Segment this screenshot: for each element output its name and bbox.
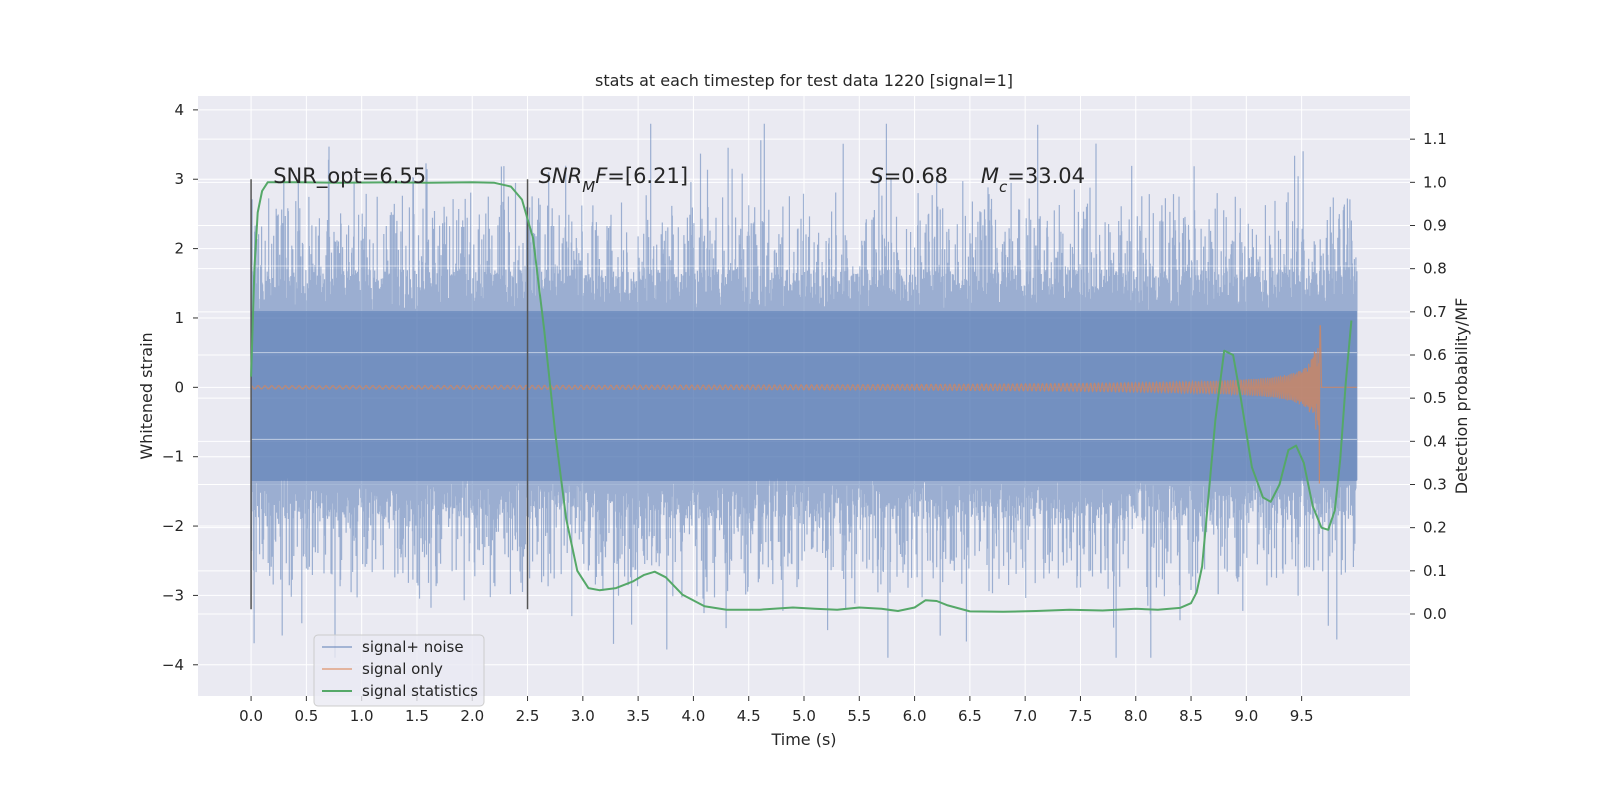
y-left-axis-ticks: 4 3 2 1 0 −1 −2 −3 −4 (162, 101, 198, 674)
y-right-tick-label-0: 1.1 (1423, 130, 1447, 148)
annotation-2: S=0.68 (870, 164, 948, 188)
legend-label-signal-only: signal only (362, 660, 443, 678)
y-left-tick-label-4: 0 (174, 378, 184, 396)
y-right-tick-label-1: 1.0 (1423, 173, 1447, 191)
x-tick-label-16: 8.0 (1124, 707, 1148, 725)
x-tick-label-18: 9.0 (1234, 707, 1258, 725)
annotation-1-part-1: M (582, 178, 595, 196)
y-right-tick-label-5: 0.6 (1423, 346, 1447, 364)
annotation-3-part-0: M (981, 164, 999, 188)
x-tick-label-2: 1.0 (350, 707, 374, 725)
x-tick-label-15: 7.5 (1069, 707, 1093, 725)
annotation-1: SNRMF=[6.21] (539, 164, 688, 196)
x-tick-label-3: 1.5 (405, 707, 429, 725)
y-right-tick-label-6: 0.5 (1423, 389, 1447, 407)
y-left-tick-label-8: −4 (162, 656, 184, 674)
annotation-2-part-1: =0.68 (884, 164, 948, 188)
x-tick-label-5: 2.5 (516, 707, 540, 725)
y-right-tick-label-10: 0.1 (1423, 562, 1447, 580)
y-right-axis-ticks: 1.1 1.0 0.9 0.8 0.7 0.6 0.5 0.4 0.3 0.2 0.1 0.0 (1410, 130, 1447, 623)
y-right-tick-label-3: 0.8 (1423, 260, 1447, 278)
x-tick-label-11: 5.5 (847, 707, 871, 725)
annotation-3-part-2: =33.04 (1007, 164, 1085, 188)
x-tick-label-4: 2.0 (460, 707, 484, 725)
y-left-tick-label-5: −1 (162, 448, 184, 466)
x-tick-label-9: 4.5 (737, 707, 761, 725)
x-tick-label-10: 5.0 (792, 707, 816, 725)
annotation-3: Mc=33.04 (981, 164, 1085, 196)
signal-noise-core (251, 311, 1357, 481)
y-left-tick-label-6: −2 (162, 517, 184, 535)
y-left-tick-label-3: 1 (174, 309, 184, 327)
y-left-tick-label-1: 3 (174, 170, 184, 188)
signal-noise-series (250, 123, 1358, 658)
legend-box (313, 634, 485, 707)
legend-label-signal-noise: signal+ noise (362, 638, 464, 656)
signal-only-series (250, 325, 1357, 484)
x-tick-label-7: 3.5 (626, 707, 650, 725)
y-right-tick-label-9: 0.2 (1423, 519, 1447, 537)
y-left-tick-label-0: 4 (174, 101, 184, 119)
annotation-2-part-0: S (870, 164, 883, 188)
vlines (250, 179, 529, 610)
x-axis-ticks: 0.0 0.5 1.0 1.5 2.0 2.5 3.0 3.5 4.0 4.5 5.0 5.5 6.0 6… (239, 696, 1314, 725)
y-right-tick-label-2: 0.9 (1423, 216, 1447, 234)
x-tick-label-13: 6.5 (958, 707, 982, 725)
y-right-tick-label-7: 0.4 (1423, 432, 1447, 450)
annotations: SNR_opt=6.55 SNRMF=[6.21] S=0.68 Mc=33.04 (273, 164, 1085, 196)
x-tick-label-0: 0.0 (239, 707, 263, 725)
y-right-axis-label: Detection probability/MF (1452, 298, 1471, 495)
signal-only-trace (250, 325, 1357, 484)
chart-title: stats at each timestep for test data 122… (595, 71, 1013, 90)
annotation-0: SNR_opt=6.55 (273, 164, 426, 189)
x-tick-label-8: 4.0 (681, 707, 705, 725)
signal-statistics-line (250, 181, 1353, 613)
y-left-axis-label: Whitened strain (137, 332, 156, 459)
annotation-3-part-1: c (999, 178, 1008, 196)
y-left-tick-label-7: −3 (162, 586, 184, 604)
x-tick-label-17: 8.5 (1179, 707, 1203, 725)
y-left-tick-label-2: 2 (174, 240, 184, 258)
y-right-tick-label-4: 0.7 (1423, 303, 1447, 321)
legend: signal+ noise signal only signal statist… (313, 634, 485, 707)
x-axis-label: Time (s) (770, 730, 836, 749)
annotation-1-part-2: F (595, 164, 608, 188)
x-tick-label-6: 3.0 (571, 707, 595, 725)
signal-statistics-series (250, 181, 1353, 613)
x-tick-label-14: 7.0 (1013, 707, 1037, 725)
x-tick-label-19: 9.5 (1290, 707, 1314, 725)
legend-label-signal-statistics: signal statistics (362, 682, 478, 700)
annotation-1-part-0: SNR (539, 164, 583, 188)
x-tick-label-12: 6.0 (903, 707, 927, 725)
y-right-tick-label-11: 0.0 (1423, 605, 1447, 623)
annotation-1-part-3: =[6.21] (607, 164, 688, 188)
annotation-0-part-0: SNR_opt=6.55 (273, 164, 426, 189)
y-right-tick-label-8: 0.3 (1423, 475, 1447, 493)
x-tick-label-1: 0.5 (294, 707, 318, 725)
